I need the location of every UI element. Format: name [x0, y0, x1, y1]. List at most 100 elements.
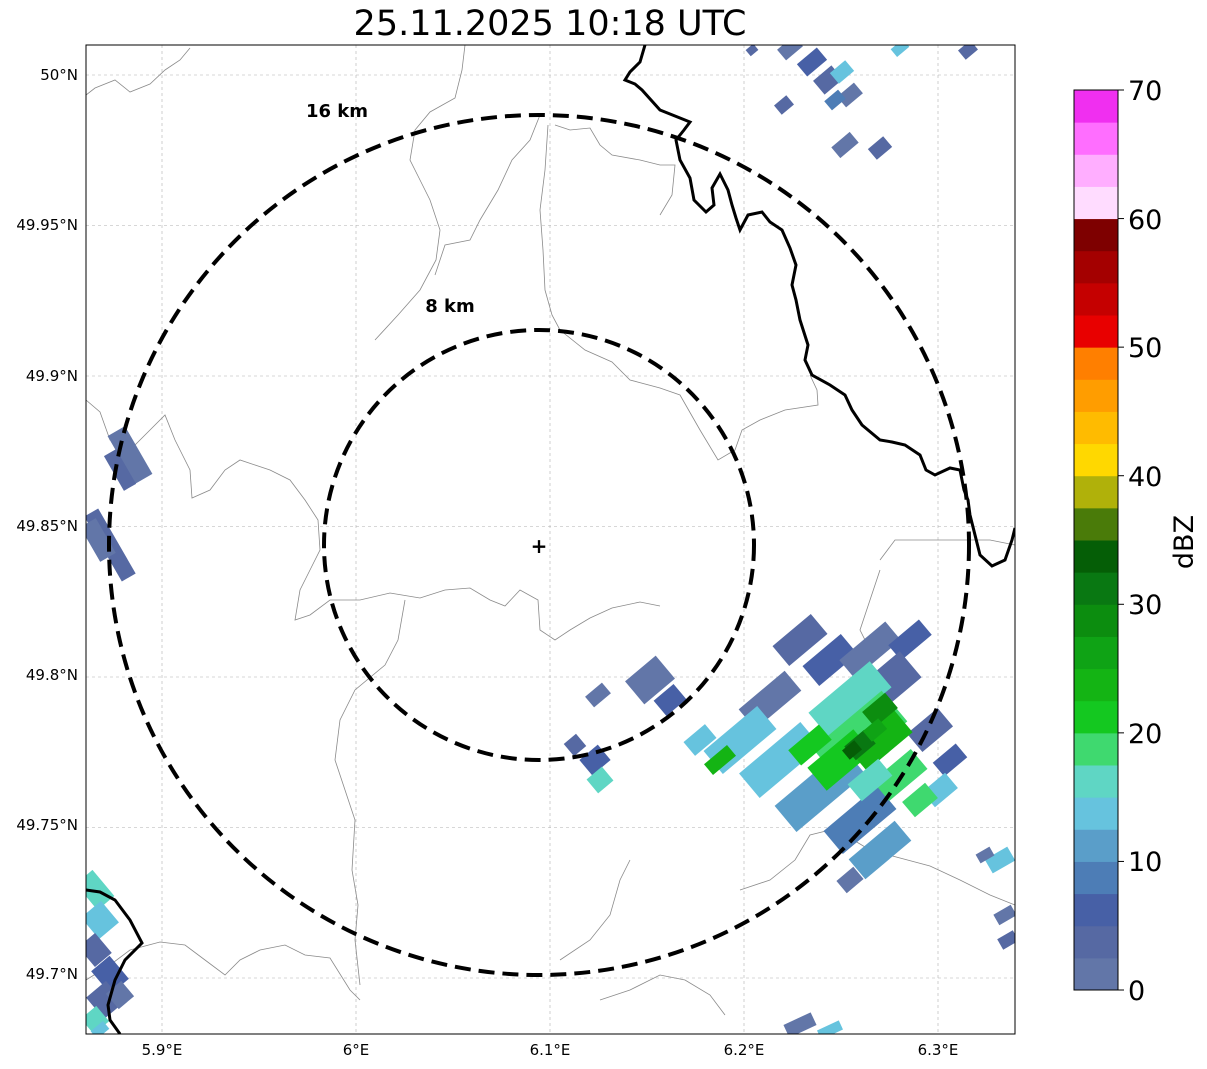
echo-cell — [683, 724, 717, 756]
colorbar-band — [1074, 250, 1118, 284]
map-frame — [85, 44, 1016, 1035]
echo-cell — [842, 740, 862, 760]
echo-cell — [837, 82, 863, 108]
colorbar-tick-label: 0 — [1128, 976, 1145, 1007]
echo-cell — [788, 724, 832, 766]
echo-cell — [783, 1012, 817, 1034]
echo-cell — [847, 758, 893, 802]
colorbar-band — [1074, 636, 1118, 670]
echo-cell — [777, 45, 803, 61]
colorbar-band — [1074, 122, 1118, 155]
lon-tick-label: 6.2°E — [724, 1041, 765, 1059]
colorbar-band — [1074, 379, 1118, 412]
colorbar-band — [1074, 957, 1118, 991]
echo-cell — [848, 820, 912, 880]
lon-tick-label: 6.1°E — [530, 1041, 571, 1059]
echo-cell — [625, 655, 675, 705]
colorbar-band — [1074, 347, 1118, 380]
echo-cell — [796, 47, 828, 77]
colorbar-tick-label: 20 — [1128, 719, 1162, 750]
colorbar-band — [1074, 218, 1118, 252]
colorbar-band — [1074, 90, 1118, 123]
colorbar-tick-label: 30 — [1128, 590, 1162, 621]
lon-tick-label: 6.3°E — [918, 1041, 959, 1059]
colorbar-band — [1074, 540, 1118, 573]
echo-cell — [847, 709, 913, 771]
colorbar-tick-label: 50 — [1128, 333, 1162, 364]
colorbar-tick-label: 60 — [1128, 205, 1162, 236]
colorbar-bands — [1074, 90, 1118, 991]
reflectivity-echoes — [86, 45, 1015, 1034]
echo-cell — [993, 904, 1015, 926]
echo-cell — [90, 1021, 110, 1034]
echo-cell — [103, 449, 137, 491]
echo-cell — [831, 131, 859, 159]
echo-cell — [802, 633, 858, 687]
colorbar-band — [1074, 893, 1118, 927]
admin-boundaries — [86, 45, 1015, 1016]
echo-cell — [932, 743, 968, 777]
map-panel: + 16 km 8 km 5.9°E 6°E 6.1°E 6.2°E 6.3°E… — [16, 44, 1016, 1059]
lat-tick-label: 50°N — [40, 66, 78, 84]
lat-tick-label: 49.85°N — [16, 517, 78, 535]
colorbar-band — [1074, 861, 1118, 895]
ring-label-8km: 8 km — [425, 296, 475, 317]
colorbar-band — [1074, 154, 1118, 187]
colorbar-band — [1074, 507, 1118, 541]
echo-cell — [107, 426, 153, 484]
ring-label-16km: 16 km — [306, 101, 368, 122]
colorbar-band — [1074, 925, 1118, 959]
colorbar-band — [1074, 186, 1118, 220]
colorbar-band — [1074, 282, 1118, 316]
echo-cell — [86, 900, 119, 940]
lon-tick-label: 6°E — [343, 1041, 370, 1059]
echo-cell — [906, 707, 954, 753]
echo-cell — [823, 786, 897, 854]
range-ring-16km — [107, 113, 971, 977]
echo-cell — [817, 1020, 843, 1034]
echo-cell — [984, 846, 1015, 874]
echo-cell — [774, 95, 794, 115]
colorbar-tick-label: 10 — [1128, 847, 1162, 878]
radar-center-marker: + — [531, 534, 548, 558]
colorbar-band — [1074, 732, 1118, 766]
echo-cell — [772, 613, 828, 667]
colorbar-band — [1074, 700, 1118, 734]
echo-cell — [975, 846, 995, 864]
lon-tick-labels: 5.9°E 6°E 6.1°E 6.2°E 6.3°E — [142, 1041, 959, 1059]
colorbar-band — [1074, 765, 1118, 798]
echo-cell — [867, 136, 893, 160]
colorbar-frame — [1073, 89, 1119, 991]
echo-cell — [704, 744, 736, 776]
colorbar-band — [1074, 411, 1118, 445]
colorbar-title: dBZ — [1169, 515, 1200, 569]
lat-tick-label: 49.8°N — [26, 666, 78, 684]
echo-cell — [585, 682, 611, 708]
echo-cell — [902, 782, 938, 818]
echo-cell — [808, 661, 892, 739]
colorbar-ticks — [1118, 89, 1124, 991]
echo-cell — [586, 766, 614, 794]
colorbar-band — [1074, 604, 1118, 637]
lat-tick-label: 49.7°N — [26, 965, 78, 983]
colorbar-band — [1074, 829, 1118, 862]
echo-cell — [890, 45, 910, 57]
colorbar-band — [1074, 475, 1118, 509]
echo-cell — [824, 89, 846, 111]
echo-cell — [888, 619, 932, 661]
lat-tick-label: 49.75°N — [16, 816, 78, 834]
echo-cell — [86, 980, 124, 1020]
map-title: 25.11.2025 10:18 UTC — [353, 4, 747, 44]
lon-tick-label: 5.9°E — [142, 1041, 183, 1059]
lat-tick-label: 49.9°N — [26, 367, 78, 385]
colorbar: 0 10 20 30 40 50 60 70 dBZ — [1073, 76, 1200, 1007]
colorbar-band — [1074, 797, 1118, 830]
echo-cell — [86, 518, 116, 562]
lat-tick-labels: 50°N 49.95°N 49.9°N 49.85°N 49.8°N 49.75… — [16, 66, 78, 983]
echo-cell — [839, 621, 901, 679]
echo-cell — [653, 683, 687, 717]
echo-cell — [836, 866, 864, 894]
colorbar-band — [1074, 668, 1118, 702]
colorbar-band — [1074, 443, 1118, 477]
